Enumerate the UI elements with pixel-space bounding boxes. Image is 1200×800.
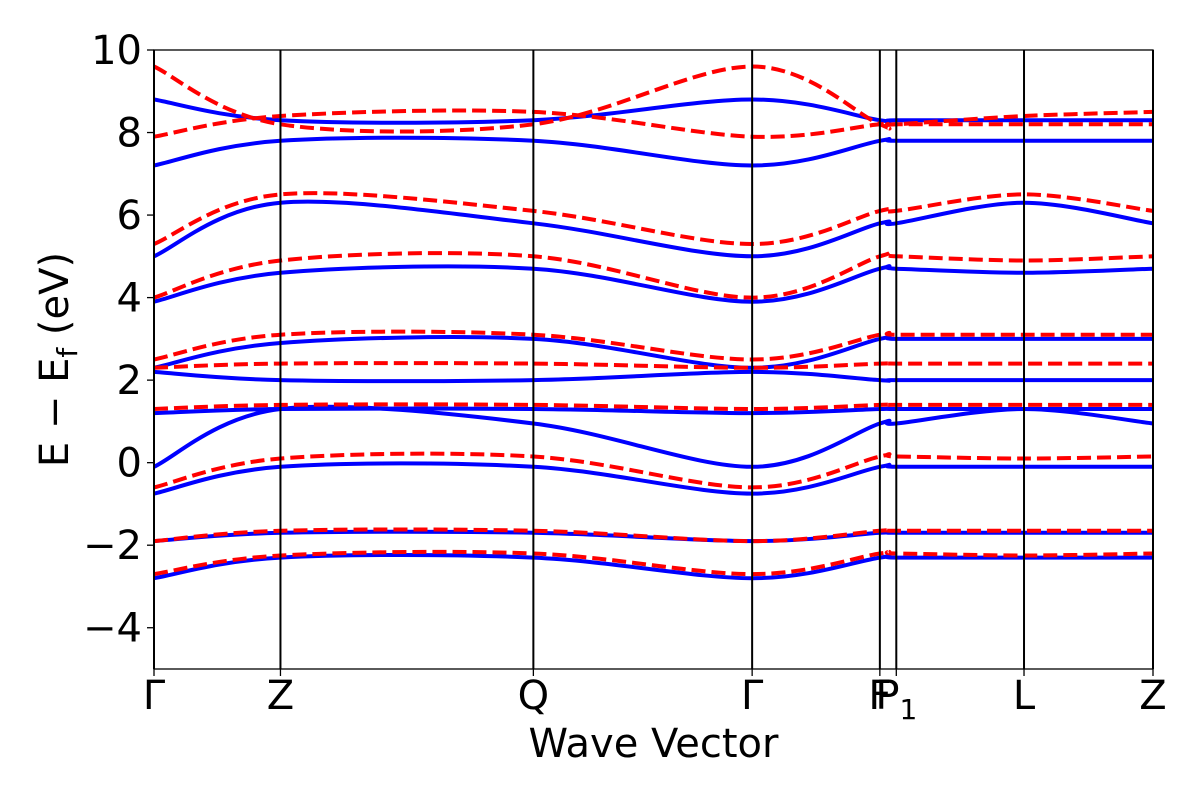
x-tick-label-5: F [868,673,891,719]
x-tick-label-6: P1 [875,673,917,726]
y-tick-label-3: 0 [117,441,142,487]
series-2-band-3 [154,451,1153,490]
y-axis-label-text: E − Ef (eV) [32,252,84,467]
series-1-band-3 [154,461,1153,496]
y-axis-label: E − Ef (eV) [32,252,84,467]
series-1-band-11 [154,97,1153,125]
kpoint-lines [153,50,1154,669]
series-2-band-5 [154,361,1153,370]
y-axis: −4 −2 0 2 4 6 8 10 [83,28,154,652]
series-2-band-7 [154,251,1153,300]
y-tick-label-4: 2 [117,358,142,404]
series-1-band-9 [154,199,1153,259]
series-1-band-5 [154,406,1153,416]
bands-layer [154,64,1153,581]
series-1-band-1 [154,552,1153,581]
x-tick-label-3: Q [518,673,549,719]
series-1-band-6 [154,369,1153,384]
y-tick-label-8: 10 [91,28,142,74]
series-2-band-1 [154,549,1153,577]
y-tick-label-1: −4 [83,606,142,652]
x-tick-label-2: Z [267,673,294,719]
series-1-band-10 [154,135,1153,168]
x-tick-label-8: Z [1139,673,1166,719]
series-2-band-2 [154,527,1153,544]
series-2-band-10 [154,64,1153,134]
y-tick-label-7: 8 [117,111,142,157]
x-tick-label-7: L [1013,673,1036,719]
x-axis-label: Wave Vector [529,721,780,767]
series-2-band-8 [154,191,1153,246]
x-tick-label-4: Γ [741,673,764,719]
series-1 [154,97,1153,581]
y-tick-label-5: 4 [117,276,142,322]
x-tick-label-1: Γ [143,673,166,719]
x-axis: Γ Z Q Γ FP1 L Z [143,669,1167,726]
series-2 [154,64,1153,577]
y-tick-label-6: 6 [117,193,142,239]
series-2-band-4 [154,402,1153,411]
series-1-band-8 [154,264,1153,304]
plot-frame [153,49,1154,670]
y-tick-label-2: −2 [83,523,142,569]
